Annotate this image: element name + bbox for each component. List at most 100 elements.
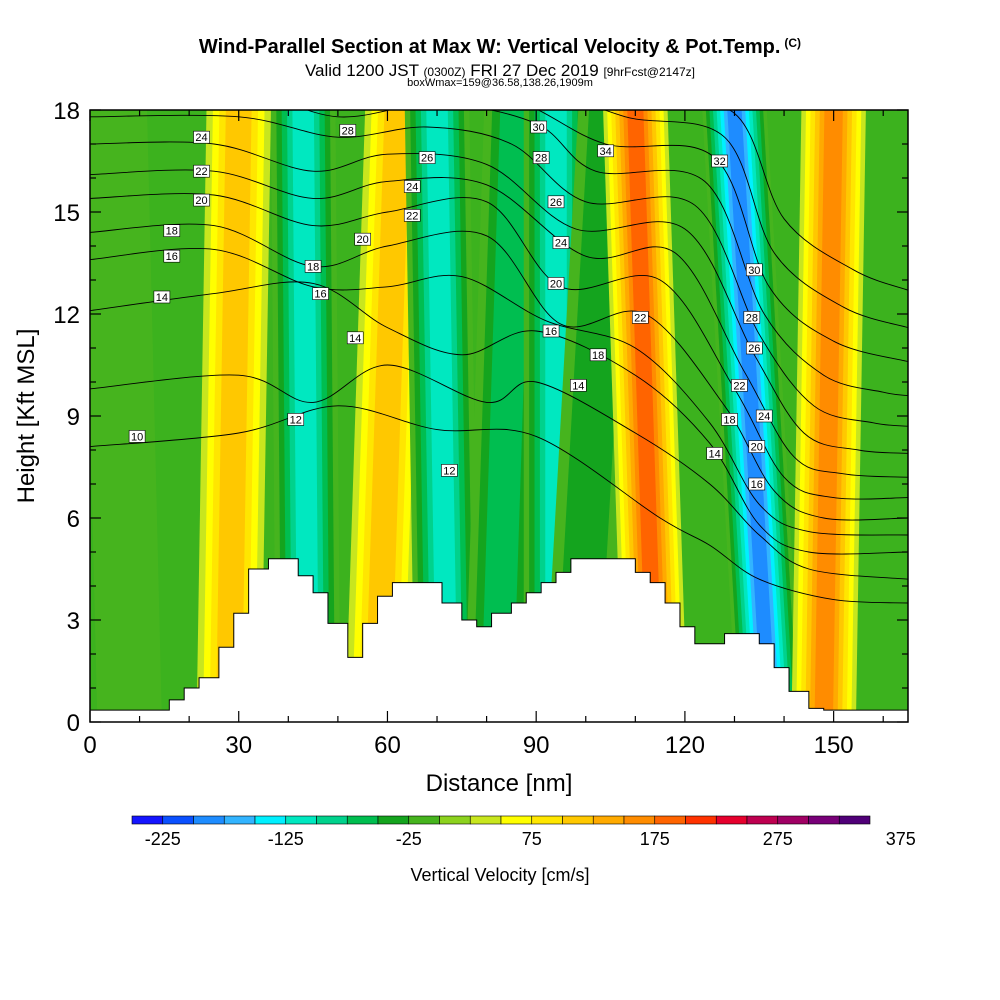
contour-label: 20 — [354, 232, 371, 246]
svg-text:24: 24 — [555, 238, 567, 250]
colorbar-swatch — [531, 815, 563, 825]
y-axis: 0 3 6 9 12 15 18 — [53, 98, 908, 737]
contour-label: 26 — [547, 195, 565, 209]
x-tick-label: 90 — [523, 732, 550, 759]
x-tick-label: 120 — [665, 732, 705, 759]
w-band-level — [627, 110, 664, 722]
colorbar-tick-label: -125 — [268, 829, 304, 849]
colorbar-swatch — [439, 815, 471, 825]
svg-text:18: 18 — [723, 414, 735, 426]
svg-text:26: 26 — [421, 153, 433, 165]
contour-label: 12 — [441, 464, 458, 477]
contour-label: 28 — [743, 311, 761, 324]
theta-contour-24 — [90, 141, 908, 454]
colorbar-swatch — [316, 815, 348, 825]
colorbar-swatch — [162, 815, 194, 825]
colorbar-swatch — [562, 815, 594, 825]
contour-label: 10 — [128, 430, 146, 443]
svg-text:12: 12 — [443, 465, 455, 477]
y-tick-label: 3 — [67, 608, 80, 635]
contour-label: 18 — [163, 224, 181, 238]
theta-contour-28 — [306, 110, 908, 397]
theta-contour-30 — [537, 110, 908, 363]
colorbar-swatch — [193, 815, 225, 825]
svg-text:24: 24 — [758, 411, 770, 423]
svg-text:16: 16 — [314, 289, 326, 301]
colorbar-swatch — [746, 815, 779, 825]
chart-title-suffix: (C) — [784, 36, 802, 50]
box-info: boxWmax=159@36.58,138.26,1909m — [407, 77, 593, 89]
w-band — [791, 110, 866, 722]
x-axis-label: Distance [nm] — [426, 770, 573, 797]
chart-subtitle: Valid 1200 JST (0300Z) FRI 27 Dec 2019 [… — [0, 61, 1000, 81]
colorbar-swatch — [623, 815, 656, 825]
contour-label: 24 — [755, 409, 773, 423]
valid-time: Valid 1200 JST — [304, 61, 419, 80]
contour-label: 30 — [746, 263, 763, 277]
colorbar-swatch — [500, 815, 533, 825]
theta-contour-18 — [90, 223, 908, 521]
colorbar-swatch — [469, 815, 502, 825]
contour-label: 26 — [746, 341, 763, 355]
w-band — [702, 110, 802, 722]
svg-text:16: 16 — [545, 326, 557, 338]
colorbar-tick-label: -25 — [396, 829, 422, 849]
contour-label: 16 — [312, 287, 329, 301]
colorbar-swatch — [346, 815, 379, 825]
contour-label: 18 — [721, 413, 738, 426]
w-band-level — [90, 110, 162, 722]
contour-label: 22 — [193, 164, 210, 178]
w-band-level — [727, 110, 777, 722]
contour-label: 28 — [339, 124, 357, 137]
colorbar-swatch — [685, 815, 717, 825]
contour-label: 16 — [163, 249, 181, 263]
x-axis: 0 30 60 90 120 150 — [83, 110, 884, 759]
forecast-info: [9hrFcst@2147z] — [603, 65, 696, 79]
contour-label: 14 — [153, 290, 171, 304]
contour-label: 18 — [589, 348, 607, 362]
svg-text:16: 16 — [166, 251, 178, 263]
contour-label: 30 — [530, 120, 547, 134]
svg-text:20: 20 — [195, 195, 207, 207]
theta-contour-10 — [90, 405, 908, 604]
contour-label: 14 — [570, 379, 587, 392]
theta-contour-32 — [603, 110, 908, 329]
svg-text:22: 22 — [733, 380, 745, 392]
colorbar-swatch — [285, 815, 317, 825]
colorbar-tick-label: 175 — [640, 829, 670, 849]
svg-text:28: 28 — [535, 153, 547, 165]
svg-text:22: 22 — [195, 166, 207, 178]
svg-text:10: 10 — [131, 431, 143, 443]
y-tick-label: 12 — [53, 302, 80, 329]
svg-text:14: 14 — [156, 292, 168, 304]
svg-text:30: 30 — [748, 265, 760, 277]
contour-label: 16 — [542, 324, 560, 338]
y-axis-label: Height [Kft MSL] — [13, 329, 40, 504]
svg-text:16: 16 — [751, 479, 763, 491]
y-tick-label: 15 — [53, 200, 80, 227]
contour-label: 24 — [552, 236, 570, 250]
colorbar-tick-label: 275 — [763, 829, 793, 849]
svg-text:24: 24 — [406, 182, 418, 194]
svg-text:14: 14 — [349, 333, 361, 345]
theta-contour-22 — [90, 169, 908, 478]
w-band-level — [215, 110, 252, 722]
colorbar-tick-label: -225 — [145, 829, 181, 849]
contour-label: 22 — [403, 209, 421, 222]
colorbar-swatch — [654, 815, 686, 825]
y-tick-label: 0 — [67, 710, 80, 737]
colorbar-tick-label: 375 — [886, 829, 916, 849]
w-band-level — [426, 110, 458, 722]
svg-text:18: 18 — [592, 350, 604, 362]
contour-label: 24 — [193, 130, 210, 144]
colorbar-swatch — [715, 815, 748, 825]
theta-contour-12 — [90, 364, 908, 580]
svg-text:26: 26 — [748, 343, 760, 355]
chart-title-text: Wind-Parallel Section at Max W: Vertical… — [198, 36, 781, 58]
contour-label: 28 — [532, 151, 550, 165]
contour-label: 24 — [403, 180, 421, 194]
terrain-profile — [89, 558, 909, 723]
colorbar: -225 -125 -25 75 175 275 375 — [131, 815, 916, 849]
contour-label: 14 — [346, 331, 364, 345]
w-band-level — [480, 110, 533, 722]
